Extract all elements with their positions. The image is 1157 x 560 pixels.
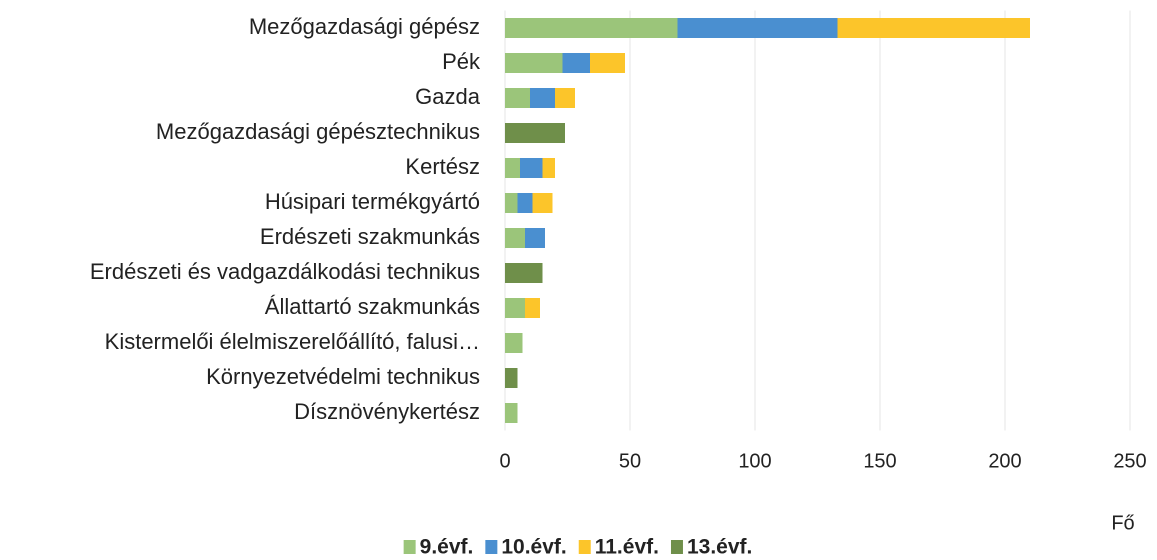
y-tick-label: Erdészeti szakmunkás — [260, 224, 480, 249]
bar-segment — [590, 53, 625, 73]
y-tick-label: Gazda — [415, 84, 481, 109]
bar-segment — [677, 18, 838, 38]
legend-marker — [485, 540, 498, 554]
legend-marker — [578, 540, 591, 554]
legend-marker — [670, 540, 683, 554]
bar-segment — [520, 158, 543, 178]
bar-segment — [505, 53, 563, 73]
x-tick-label: 150 — [863, 450, 896, 472]
x-tick-label: 250 — [1113, 450, 1146, 472]
legend-marker — [403, 540, 416, 554]
bar-segment — [837, 18, 1030, 38]
bar-segment — [505, 368, 518, 388]
bar-segment — [505, 333, 523, 353]
legend-label: 11.évf. — [595, 536, 659, 559]
bar-segment — [517, 193, 533, 213]
bar-segment — [505, 18, 678, 38]
y-tick-label: Környezetvédelmi technikus — [206, 364, 480, 389]
y-tick-label: Pék — [442, 49, 481, 74]
legend-label: 13.évf. — [687, 536, 752, 559]
y-tick-label: Kistermelői élelmiszerelőállító, falusi… — [105, 329, 480, 354]
y-tick-label: Mezőgazdasági gépésztechnikus — [156, 119, 480, 144]
bar-segment — [505, 123, 565, 143]
x-tick-label: 50 — [619, 450, 641, 472]
y-tick-label: Dísznövénykertész — [294, 399, 480, 424]
bar-segment — [505, 263, 543, 283]
bar-segment — [505, 158, 520, 178]
x-tick-label: 200 — [988, 450, 1021, 472]
y-tick-label: Mezőgazdasági gépész — [249, 14, 480, 39]
y-tick-label: Állattartó szakmunkás — [265, 294, 480, 319]
bar-segment — [530, 88, 555, 108]
bar-segment — [525, 298, 540, 318]
x-tick-label: 0 — [499, 450, 510, 472]
y-tick-label: Húsipari termékgyártó — [265, 189, 480, 214]
x-tick-label: 100 — [738, 450, 771, 472]
bar-segment — [532, 193, 553, 213]
bar-segment — [555, 88, 575, 108]
y-tick-label: Kertész — [405, 154, 480, 179]
bar-segment — [505, 298, 525, 318]
legend-label: 10.évf. — [501, 536, 566, 559]
bar-segment — [505, 403, 518, 423]
bar-segment — [525, 228, 545, 248]
legend-label: 9.évf. — [420, 536, 474, 559]
x-axis-label: Fő — [1111, 512, 1134, 534]
bar-segment — [505, 193, 518, 213]
bar-segment — [542, 158, 555, 178]
bar-segment — [505, 228, 525, 248]
bar-segment — [505, 88, 530, 108]
bar-segment — [562, 53, 590, 73]
y-tick-label: Erdészeti és vadgazdálkodási technikus — [90, 259, 480, 284]
